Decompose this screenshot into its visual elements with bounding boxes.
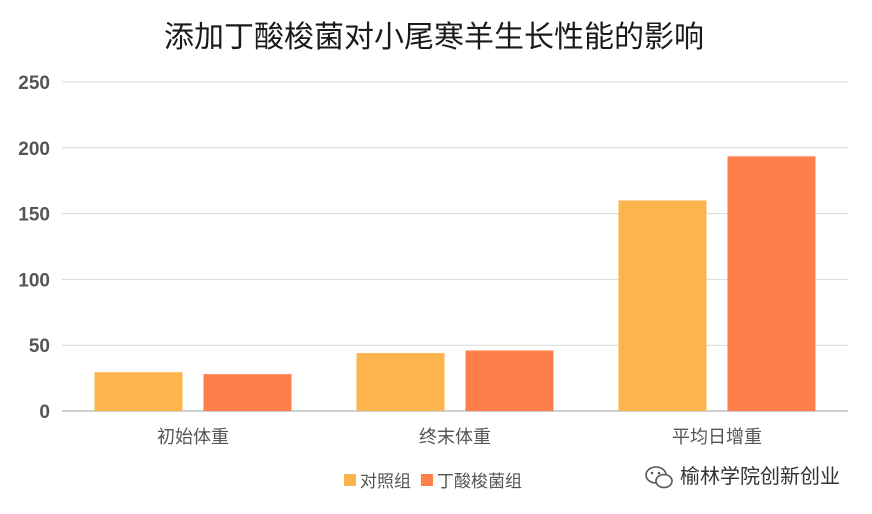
bar: [356, 353, 445, 411]
y-tick-label: 150: [18, 205, 50, 226]
y-tick-label: 100: [18, 270, 50, 291]
x-category-label: 初始体重: [157, 427, 229, 448]
legend: 对照组 丁酸梭菌组: [344, 472, 522, 492]
bar: [618, 200, 707, 411]
bars: [94, 156, 816, 411]
x-category-label: 平均日增重: [672, 427, 762, 448]
y-tick-label: 200: [18, 139, 50, 160]
x-category-label: 终末体重: [419, 427, 491, 448]
y-tick-label: 250: [18, 73, 50, 94]
gridlines: [62, 81, 848, 412]
y-tick-label: 0: [39, 402, 50, 423]
y-tick-label: 50: [29, 336, 50, 357]
watermark-text: 榆林学院创新创业: [680, 464, 840, 488]
watermark: 榆林学院创新创业: [645, 464, 840, 489]
x-axis-categories: 初始体重 终末体重 平均日增重: [157, 427, 762, 448]
bar: [94, 372, 183, 411]
bar: [203, 374, 292, 411]
bar: [465, 350, 554, 411]
legend-label: 丁酸梭菌组: [437, 472, 522, 492]
wechat-icon: [645, 466, 673, 489]
legend-swatch: [344, 474, 356, 486]
bar: [727, 156, 816, 411]
chart-title: 添加丁酸梭菌对小尾寒羊生长性能的影响: [164, 20, 704, 55]
legend-label: 对照组: [360, 472, 411, 492]
y-axis-ticks: 0 50 100 150 200 250: [18, 73, 50, 423]
legend-swatch: [421, 474, 433, 486]
